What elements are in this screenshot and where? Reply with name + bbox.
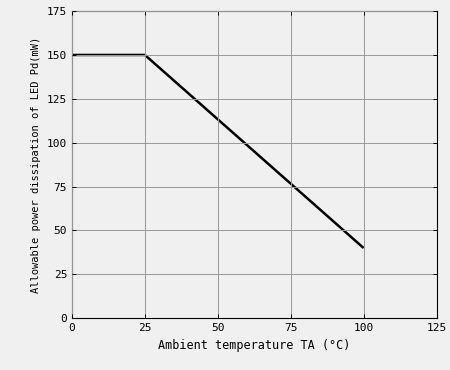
Y-axis label: Allowable power dissipation of LED Pd(mW): Allowable power dissipation of LED Pd(mW… [32, 37, 41, 293]
X-axis label: Ambient temperature TA (°C): Ambient temperature TA (°C) [158, 339, 351, 352]
